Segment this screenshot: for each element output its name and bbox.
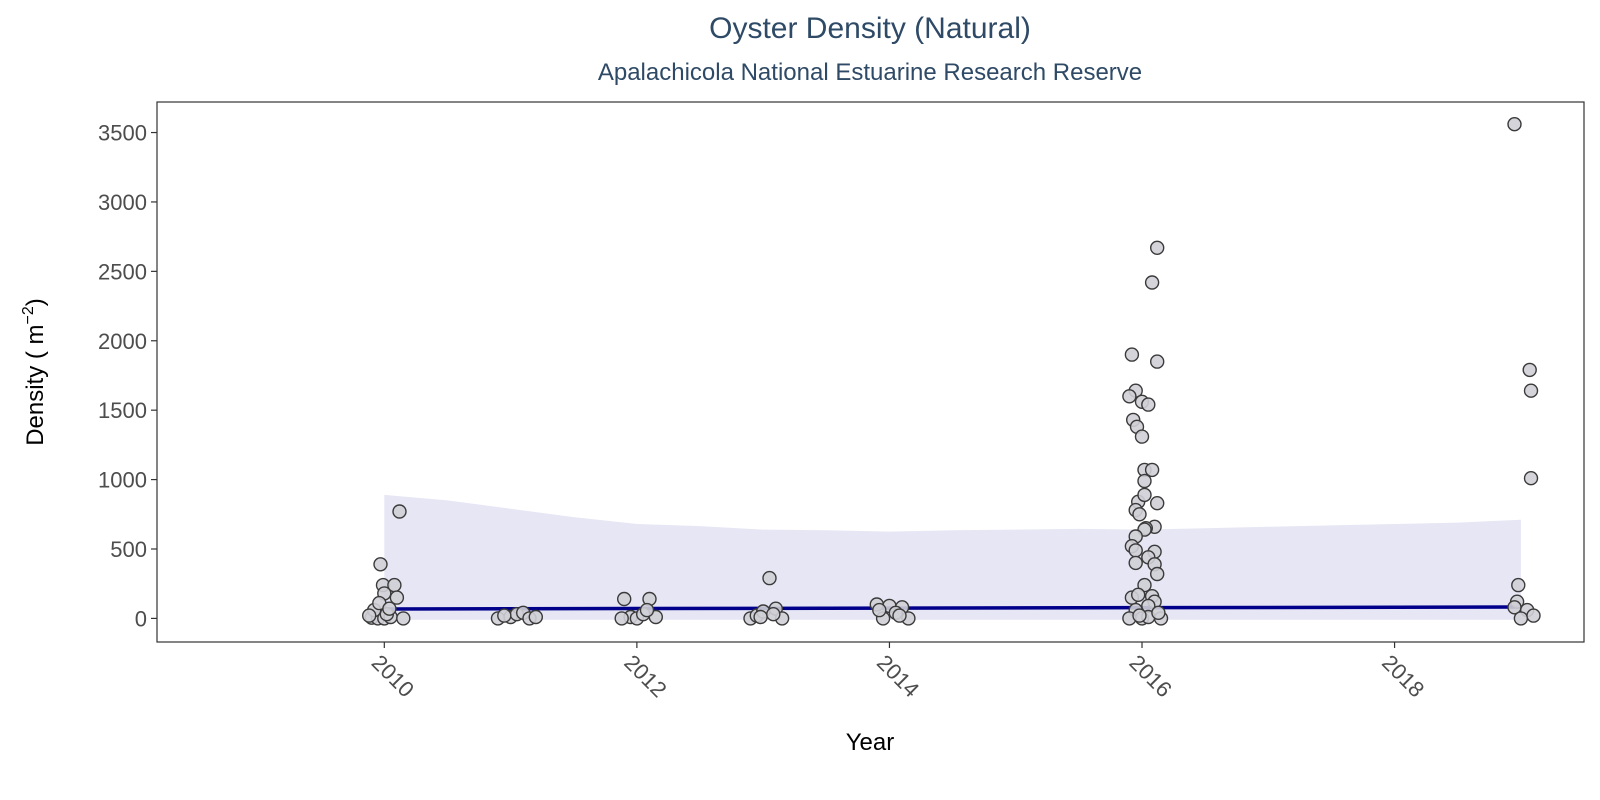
data-point bbox=[1124, 347, 1140, 362]
y-axis-title-close: ) bbox=[22, 298, 49, 306]
data-point bbox=[396, 611, 411, 626]
data-point bbox=[1522, 362, 1537, 378]
data-point bbox=[1513, 611, 1529, 626]
data-point bbox=[753, 609, 768, 625]
x-axis: 2010 2012 2014 2016 2018 bbox=[367, 642, 1429, 702]
data-point bbox=[1511, 577, 1526, 593]
data-point bbox=[872, 602, 887, 618]
data-point bbox=[1507, 116, 1522, 132]
data-point bbox=[392, 504, 407, 519]
data-point bbox=[1523, 383, 1539, 398]
data-point bbox=[1132, 608, 1147, 623]
trend-line bbox=[382, 605, 1523, 611]
plot-panel-border bbox=[156, 101, 1585, 643]
y-axis-title: Density ( m−2) bbox=[20, 298, 49, 446]
data-point bbox=[1128, 543, 1143, 558]
data-point bbox=[766, 607, 781, 622]
data-point bbox=[497, 608, 512, 623]
x-tick-label: 2012 bbox=[619, 650, 671, 702]
data-point bbox=[1122, 389, 1137, 404]
data-point bbox=[1137, 487, 1152, 503]
data-point bbox=[617, 591, 632, 607]
data-point bbox=[1526, 608, 1541, 623]
x-tick-label: 2016 bbox=[1124, 650, 1176, 702]
y-tick-label: 1500 bbox=[98, 398, 147, 423]
data-points-layer bbox=[362, 116, 1541, 626]
data-point bbox=[1132, 507, 1147, 522]
data-point bbox=[1137, 473, 1152, 489]
data-point bbox=[892, 608, 907, 623]
y-tick-label: 3500 bbox=[98, 121, 147, 146]
y-axis: 0 500 1000 1500 2000 2500 3000 3500 bbox=[98, 121, 157, 631]
data-point bbox=[762, 570, 777, 586]
chart-subtitle: Apalachicola National Estuarine Research… bbox=[598, 59, 1142, 86]
data-point bbox=[1128, 555, 1143, 571]
y-axis-title-superscript: −2 bbox=[20, 306, 37, 324]
confidence-band-layer bbox=[384, 494, 1521, 620]
y-axis-title-main: Density ( m bbox=[22, 324, 49, 445]
data-point bbox=[1523, 471, 1539, 486]
x-tick-label: 2018 bbox=[1377, 650, 1429, 702]
data-point bbox=[1149, 240, 1165, 256]
data-point bbox=[1151, 605, 1166, 620]
data-point bbox=[1144, 275, 1160, 290]
x-axis-title: Year bbox=[846, 729, 895, 756]
x-tick-label: 2014 bbox=[872, 650, 924, 702]
chart-title: Oyster Density (Natural) bbox=[709, 12, 1031, 45]
data-point bbox=[639, 602, 655, 618]
data-point bbox=[1130, 587, 1146, 602]
y-tick-label: 0 bbox=[135, 606, 147, 631]
data-point bbox=[1149, 566, 1165, 582]
y-tick-label: 2500 bbox=[98, 259, 147, 284]
data-point bbox=[389, 590, 405, 605]
trend-line-layer bbox=[382, 605, 1523, 611]
x-tick-label: 2010 bbox=[367, 650, 419, 702]
data-point bbox=[614, 611, 629, 626]
data-point bbox=[528, 609, 543, 625]
data-point bbox=[1141, 397, 1156, 412]
data-point bbox=[1149, 496, 1165, 511]
data-point bbox=[362, 608, 377, 623]
data-point bbox=[382, 601, 397, 616]
y-tick-label: 2000 bbox=[98, 329, 147, 354]
y-tick-label: 1000 bbox=[98, 468, 147, 493]
data-point bbox=[1149, 354, 1165, 369]
data-point bbox=[387, 577, 402, 593]
data-point bbox=[1144, 462, 1160, 478]
data-point bbox=[1134, 429, 1150, 444]
data-point bbox=[373, 557, 388, 572]
confidence-band bbox=[384, 494, 1521, 620]
y-tick-label: 500 bbox=[110, 537, 147, 562]
y-tick-label: 3000 bbox=[98, 190, 147, 215]
